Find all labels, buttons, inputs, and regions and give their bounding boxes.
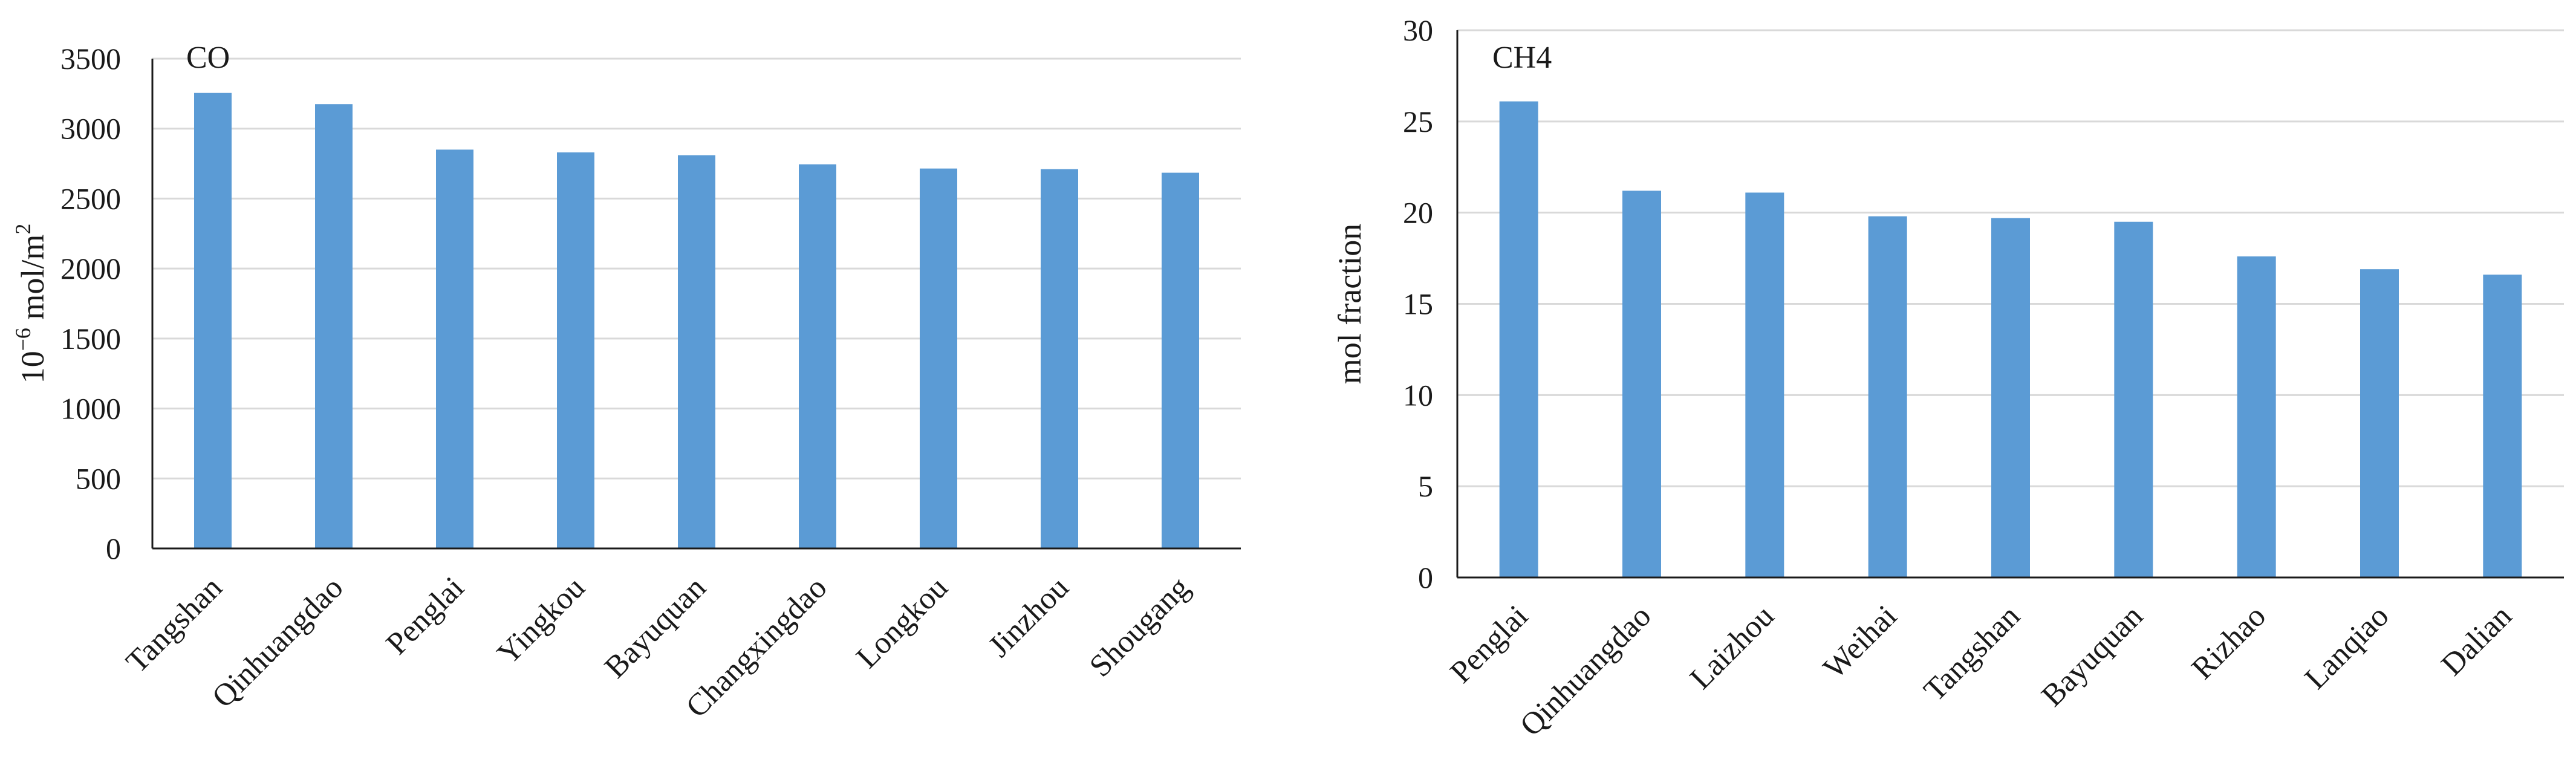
bar-weihai	[1868, 216, 1907, 577]
bar-yingkou	[557, 152, 594, 549]
y-tick-label: 10	[1403, 378, 1433, 412]
y-tick-label: 5	[1418, 469, 1433, 503]
y-tick-label: 30	[1403, 13, 1433, 47]
x-tick-label: Qinhuangdao	[1514, 599, 1657, 743]
y-tick-label: 25	[1403, 105, 1433, 138]
x-tick-label: Tangshan	[1917, 599, 2027, 708]
bar-tangshan	[1991, 218, 2030, 577]
bar-penglai	[436, 149, 473, 548]
y-axis-label-base: 10	[15, 351, 51, 383]
bar-bayuquan	[678, 155, 715, 549]
co-chart: 0 500 1000 1500 2000 2500 3000 3500 TangshanQinh…	[11, 41, 1241, 724]
x-tick-label: Lanqiao	[2298, 599, 2396, 696]
bar-lanqiao	[2360, 269, 2399, 577]
x-tick-label: Yingkou	[491, 570, 592, 671]
bar-longkou	[920, 168, 957, 549]
y-tick-label: 1500	[60, 322, 121, 356]
y-tick-label: 3500	[60, 42, 121, 76]
x-tick-label: Tangshan	[120, 570, 229, 680]
y-tick-label: 20	[1403, 196, 1433, 230]
y-tick-label: 0	[1418, 561, 1433, 594]
x-tick-label: Rizhao	[2185, 599, 2272, 686]
x-tick-label: Laizhou	[1683, 599, 1781, 696]
bar-jinzhou	[1041, 169, 1078, 548]
bar-shougang	[1162, 172, 1199, 549]
y-axis-label-unit: mol/m	[15, 235, 51, 328]
chart-title: CO	[186, 41, 230, 75]
y-tick-label: 0	[106, 532, 121, 565]
x-tick-label: Weihai	[1817, 599, 1904, 686]
y-axis-label-exp2: 2	[11, 224, 35, 235]
x-tick-label: Dalian	[2435, 599, 2519, 682]
y-tick-label: 500	[76, 461, 121, 495]
bar-rizhao	[2237, 256, 2276, 578]
x-tick-label: Jinzhou	[982, 570, 1076, 664]
x-tick-label: Penglai	[1444, 599, 1535, 690]
x-tick-label: Longkou	[850, 570, 954, 675]
chart-title: CH4	[1492, 41, 1552, 75]
bar-laizhou	[1745, 192, 1784, 577]
y-tick-label: 1000	[60, 392, 121, 426]
y-tick-label: 15	[1403, 287, 1433, 321]
x-tick-label: Shougang	[1083, 570, 1196, 683]
x-tick-label: Bayuquan	[598, 570, 712, 685]
y-axis-label-exp: −6	[11, 328, 35, 351]
y-tick-label: 2000	[60, 252, 121, 285]
y-tick-label: 2500	[60, 181, 121, 215]
x-tick-label: Penglai	[380, 570, 471, 662]
y-axis-label: 10−6 mol/m2	[11, 224, 51, 384]
bar-tangshan	[194, 93, 232, 548]
bar-penglai	[1499, 101, 1538, 577]
y-axis-label: mol fraction	[1332, 224, 1368, 384]
bar-qinhuangdao	[1622, 190, 1661, 577]
bar-qinhuangdao	[315, 104, 353, 548]
bar-dalian	[2483, 275, 2522, 577]
x-tick-label: Bayuquan	[2035, 599, 2149, 713]
y-tick-label: 3000	[60, 112, 121, 146]
x-tick-label: Qinhuangdao	[206, 570, 350, 714]
bar-changxingdao	[799, 164, 836, 548]
bar-bayuquan	[2114, 221, 2153, 577]
